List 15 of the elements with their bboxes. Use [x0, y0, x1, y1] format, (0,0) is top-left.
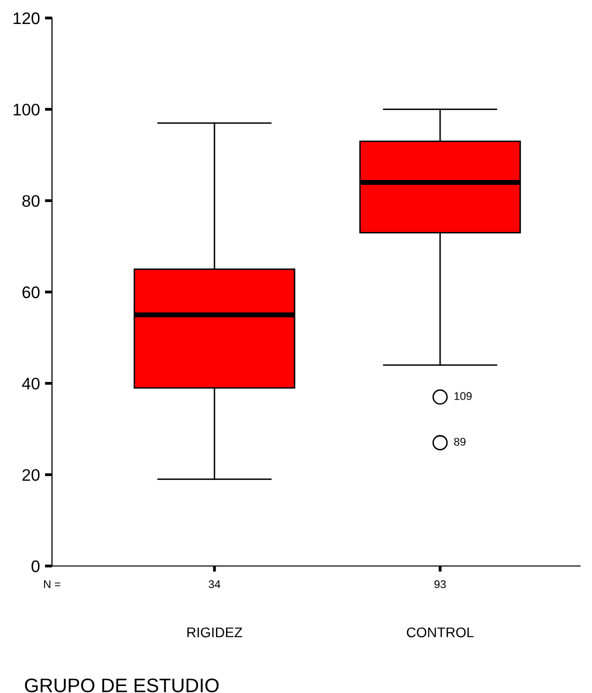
annotation: 34: [208, 580, 220, 588]
annotation: 93: [434, 580, 446, 588]
y-tick-label: 0: [32, 560, 40, 572]
x-tick-label: CONTROL: [406, 627, 474, 638]
annotation: 89: [454, 438, 466, 446]
y-tick-label: 120: [14, 12, 40, 24]
x-axis-title: GRUPO DE ESTUDIO: [24, 678, 219, 692]
y-tick-label: 100: [14, 104, 40, 116]
y-tick-label: 40: [22, 378, 40, 390]
y-tick-label: 20: [22, 469, 40, 481]
x-tick-label: RIGIDEZ: [187, 627, 242, 638]
y-tick-label: 60: [22, 286, 40, 298]
text: N =: [44, 580, 60, 588]
annotation: 109: [454, 392, 472, 400]
y-tick-label: 80: [22, 195, 40, 207]
